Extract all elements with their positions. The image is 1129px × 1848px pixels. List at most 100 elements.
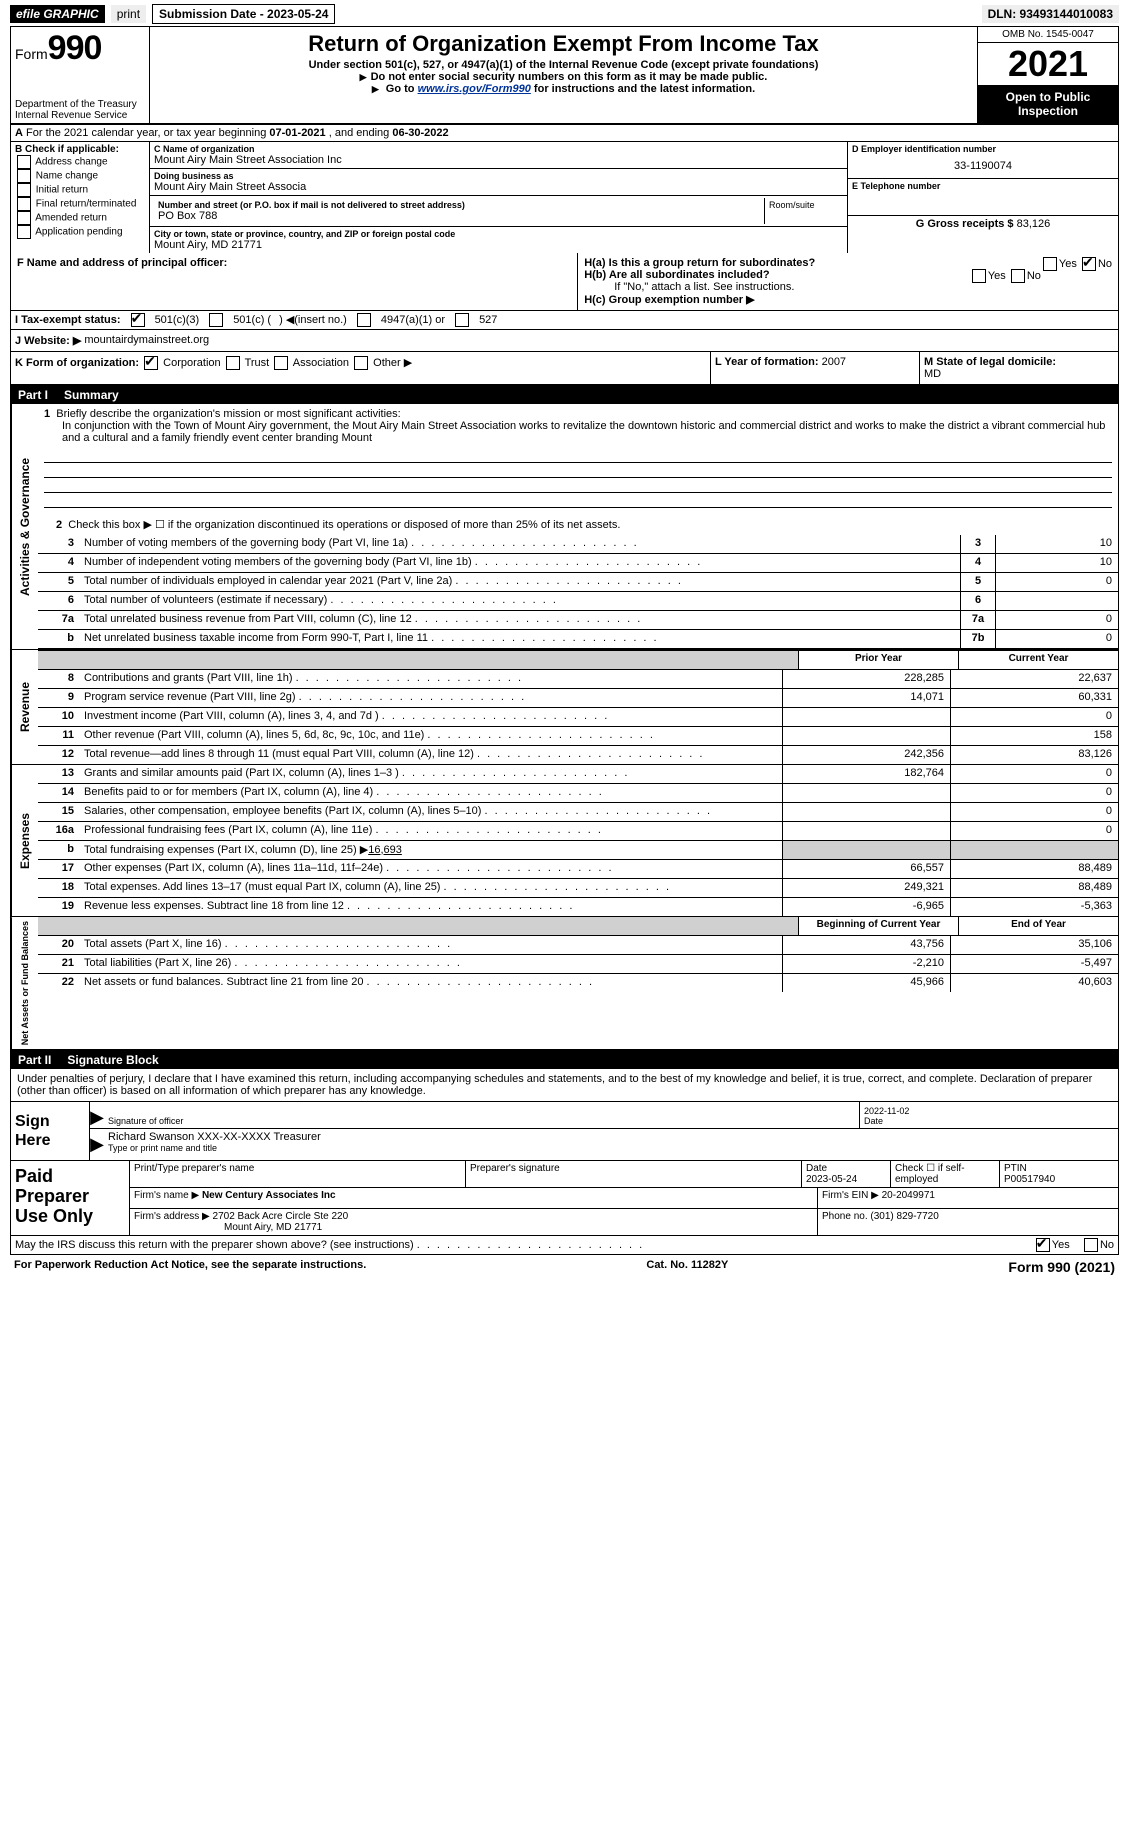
- 527-check[interactable]: [455, 313, 469, 327]
- row-desc: Other expenses (Part IX, column (A), lin…: [80, 860, 782, 878]
- row-num: b: [38, 630, 80, 648]
- row-desc: Total number of individuals employed in …: [80, 573, 960, 591]
- prior-value: [782, 708, 950, 726]
- dba-value: Mount Airy Main Street Associa: [154, 181, 843, 193]
- current-value: 0: [950, 765, 1118, 783]
- row-num: 12: [38, 746, 80, 764]
- name-change-check[interactable]: [17, 169, 31, 183]
- discuss-no-check[interactable]: [1084, 1238, 1098, 1252]
- row-desc: Salaries, other compensation, employee b…: [80, 803, 782, 821]
- line-b-val: 16,693: [368, 844, 402, 856]
- discuss-yes-check[interactable]: [1036, 1238, 1050, 1252]
- hb-no-check[interactable]: [1011, 269, 1025, 283]
- summary-row: 5 Total number of individuals employed i…: [38, 573, 1118, 592]
- row-num: 21: [38, 955, 80, 973]
- row-num: 19: [38, 898, 80, 916]
- ha-no-check[interactable]: [1082, 257, 1096, 271]
- a-end: 06-30-2022: [392, 127, 448, 139]
- side-revenue: Revenue: [11, 650, 38, 764]
- part1-label: Part I: [18, 388, 48, 402]
- row-value: 0: [995, 573, 1118, 591]
- current-value: 40,603: [950, 974, 1118, 992]
- form-no: 990: [48, 29, 102, 67]
- initial-return-check[interactable]: [17, 183, 31, 197]
- row-box-num: 7b: [960, 630, 995, 648]
- 501c3-check[interactable]: [131, 313, 145, 327]
- a-text-b: , and ending: [329, 127, 393, 139]
- current-value: 60,331: [950, 689, 1118, 707]
- row-num: 18: [38, 879, 80, 897]
- value-row: 20 Total assets (Part X, line 16) 43,756…: [38, 936, 1118, 955]
- prior-value: 66,557: [782, 860, 950, 878]
- gross-label: G Gross receipts $: [916, 218, 1014, 230]
- other-label: Other ▶: [373, 357, 412, 369]
- ha-yes-check[interactable]: [1043, 257, 1057, 271]
- corp-check[interactable]: [144, 356, 158, 370]
- 4947-check[interactable]: [357, 313, 371, 327]
- current-year-head: Current Year: [959, 651, 1118, 669]
- trust-check[interactable]: [226, 356, 240, 370]
- 501c-label-a: 501(c) (: [233, 314, 271, 326]
- firm-ein-label: Firm's EIN ▶: [822, 1190, 879, 1201]
- mission-text: In conjunction with the Town of Mount Ai…: [44, 420, 1112, 444]
- addr-change-check[interactable]: [17, 155, 31, 169]
- current-value: 88,489: [950, 860, 1118, 878]
- final-label: Final return/terminated: [36, 198, 137, 209]
- 501c-check[interactable]: [209, 313, 223, 327]
- a-text-a: For the 2021 calendar year, or tax year …: [26, 127, 269, 139]
- print-label[interactable]: print: [111, 5, 146, 23]
- prior-value: 249,321: [782, 879, 950, 897]
- app-pending-check[interactable]: [17, 225, 31, 239]
- preparer-name-label: Print/Type preparer's name: [134, 1163, 461, 1174]
- side-governance: Activities & Governance: [11, 404, 38, 649]
- section-bcd: B Check if applicable: Address change Na…: [10, 142, 1119, 253]
- discuss-question: May the IRS discuss this return with the…: [15, 1239, 414, 1251]
- m-value: MD: [924, 368, 941, 380]
- street-value: PO Box 788: [158, 210, 760, 222]
- ha-no: No: [1098, 258, 1112, 270]
- submission-date: Submission Date - 2023-05-24: [152, 4, 335, 24]
- form-end-a: Form: [1008, 1259, 1047, 1275]
- amended-check[interactable]: [17, 211, 31, 225]
- row-box-num: 4: [960, 554, 995, 572]
- row-desc: Total liabilities (Part X, line 26): [80, 955, 782, 973]
- section-a-tax-year: A For the 2021 calendar year, or tax yea…: [10, 125, 1119, 142]
- row-desc: Total number of volunteers (estimate if …: [80, 592, 960, 610]
- paperwork-notice: For Paperwork Reduction Act Notice, see …: [14, 1259, 366, 1275]
- current-value: 88,489: [950, 879, 1118, 897]
- top-bar: efile GRAPHIC print Submission Date - 20…: [10, 4, 1119, 24]
- j-label: J Website: ▶: [15, 334, 81, 347]
- ein-label: D Employer identification number: [852, 144, 1114, 154]
- f-label: F Name and address of principal officer:: [17, 257, 227, 269]
- summary-row: 6 Total number of volunteers (estimate i…: [38, 592, 1118, 611]
- firm-ein: 20-2049971: [882, 1190, 935, 1201]
- col-b-checks: B Check if applicable: Address change Na…: [11, 142, 150, 253]
- firm-phone: (301) 829-7720: [870, 1211, 938, 1222]
- other-check[interactable]: [354, 356, 368, 370]
- row-desc: Investment income (Part VIII, column (A)…: [80, 708, 782, 726]
- initial-label: Initial return: [36, 184, 88, 195]
- assoc-check[interactable]: [274, 356, 288, 370]
- h-a-row: H(a) Is this a group return for subordin…: [584, 257, 1112, 269]
- form990-link[interactable]: www.irs.gov/Form990: [418, 83, 531, 95]
- prior-value: 228,285: [782, 670, 950, 688]
- gross-value: 83,126: [1017, 218, 1051, 230]
- current-value: 0: [950, 708, 1118, 726]
- sig-arrow-icon: ▶: [90, 1102, 104, 1128]
- row-num: 22: [38, 974, 80, 992]
- ruled-line: [44, 478, 1112, 493]
- row-value: 0: [995, 611, 1118, 629]
- prior-value: [782, 727, 950, 745]
- row-desc: Total expenses. Add lines 13–17 (must eq…: [80, 879, 782, 897]
- line-b-num: b: [38, 841, 80, 859]
- row-num: 4: [38, 554, 80, 572]
- hb-yes-check[interactable]: [972, 269, 986, 283]
- c-label: C Name of organization: [154, 144, 843, 154]
- firm-name-label: Firm's name ▶: [134, 1190, 199, 1201]
- part1-summary: Activities & Governance 1 Briefly descri…: [10, 404, 1119, 1051]
- goto-suffix: for instructions and the latest informat…: [531, 83, 755, 95]
- final-return-check[interactable]: [17, 197, 31, 211]
- firm-name: New Century Associates Inc: [202, 1190, 336, 1201]
- 501c-label-b: ) ◀(insert no.): [279, 313, 347, 326]
- a-begin: 07-01-2021: [269, 127, 325, 139]
